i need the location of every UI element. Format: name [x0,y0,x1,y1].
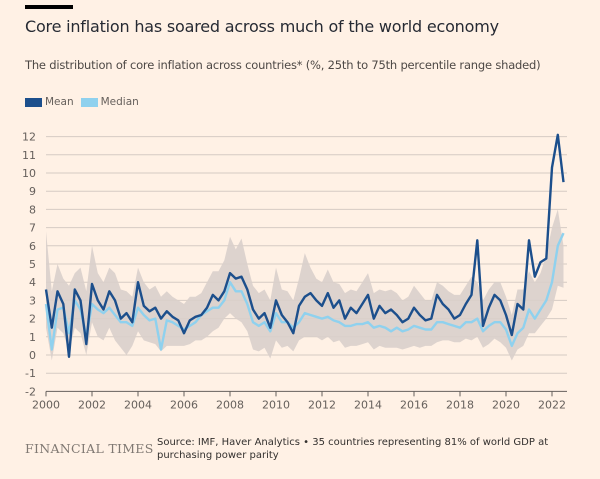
y-tick-label: 6 [29,240,36,253]
x-tick-label: 2006 [170,398,198,411]
x-tick-label: 2000 [32,398,60,411]
y-tick-label: 0 [29,349,36,362]
legend-item-median: Median [80,96,139,108]
y-tick-label: 12 [22,131,36,144]
y-tick-label: 3 [29,294,36,307]
legend-label-mean: Mean [45,96,74,108]
mean-line [44,133,565,358]
y-tick-label: 5 [29,258,36,271]
y-tick-label: 1 [29,331,36,344]
x-tick-label: 2016 [400,398,428,411]
legend-swatch-median [80,97,98,107]
legend: Mean Median [25,96,146,108]
x-tick-label: 2008 [216,398,244,411]
x-tick-label: 2018 [446,398,474,411]
y-tick-label: 10 [22,167,36,180]
chart-title: Core inflation has soared across much of… [25,17,499,36]
legend-label-median: Median [100,96,139,108]
y-tick-label: 7 [29,222,36,235]
chart-subtitle: The distribution of core inflation acros… [25,58,541,72]
y-tick-label: 9 [29,185,36,198]
x-tick-label: 2010 [262,398,290,411]
ft-top-rule [25,5,73,9]
y-tick-label: 11 [22,149,36,162]
x-tick-label: 2012 [308,398,336,411]
source-note: Source: IMF, Haver Analytics • 35 countr… [157,437,549,461]
legend-item-mean: Mean [25,96,74,108]
x-tick-label: 2020 [492,398,520,411]
median-line [44,232,565,351]
y-tick-label: -1 [25,367,36,380]
y-tick-label: 2 [29,313,36,326]
interquartile-range-band [46,209,564,361]
y-tick-label: 4 [29,276,36,289]
x-tick-label: 2002 [78,398,106,411]
x-tick-label: 2004 [124,398,152,411]
y-tick-label: -2 [25,385,36,398]
legend-swatch-mean [25,97,42,107]
ft-logo: FINANCIAL TIMES [25,441,154,456]
x-tick-label: 2022 [538,398,566,411]
x-tick-label: 2014 [354,398,382,411]
y-tick-label: 8 [29,203,36,216]
